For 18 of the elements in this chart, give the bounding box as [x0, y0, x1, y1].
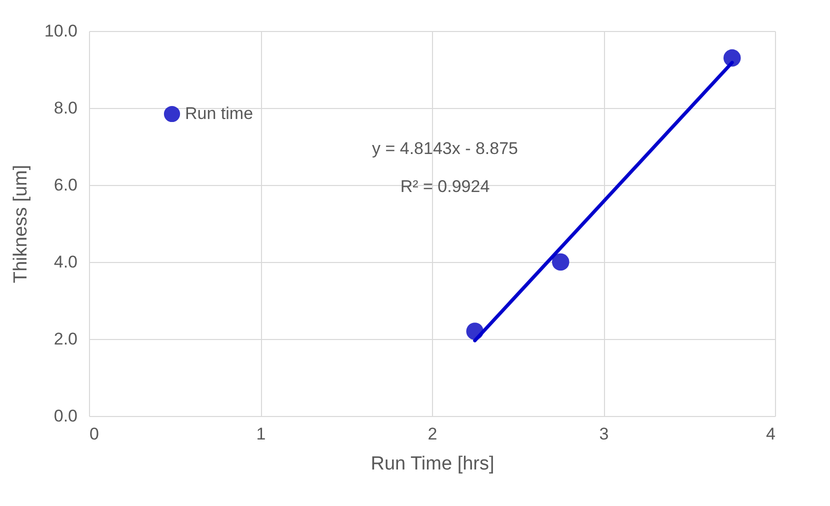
y-tick-label: 8.0	[54, 98, 78, 118]
point	[552, 253, 570, 271]
y-tick-label: 0.0	[54, 406, 78, 426]
x-tick-label: 3	[599, 424, 609, 444]
x-tick-label: 0	[90, 424, 99, 444]
x-tick-label: 2	[428, 424, 438, 444]
y-axis-title: Thikness [um]	[10, 164, 32, 284]
legend-label: Run time	[185, 104, 254, 123]
x-axis-title: Run Time [hrs]	[370, 454, 494, 474]
y-tick-label: 4.0	[54, 252, 78, 272]
x-tick-label: 1	[256, 424, 266, 444]
y-tick-label: 10.0	[44, 22, 78, 40]
annotation: R² = 0.9924	[400, 177, 490, 196]
annotation: y = 4.8143x - 8.875	[372, 139, 518, 158]
y-tick-label: 6.0	[54, 176, 78, 194]
y-tick-label: 2.0	[54, 330, 78, 348]
x-tick-label: 4	[766, 424, 776, 444]
point	[723, 49, 741, 67]
